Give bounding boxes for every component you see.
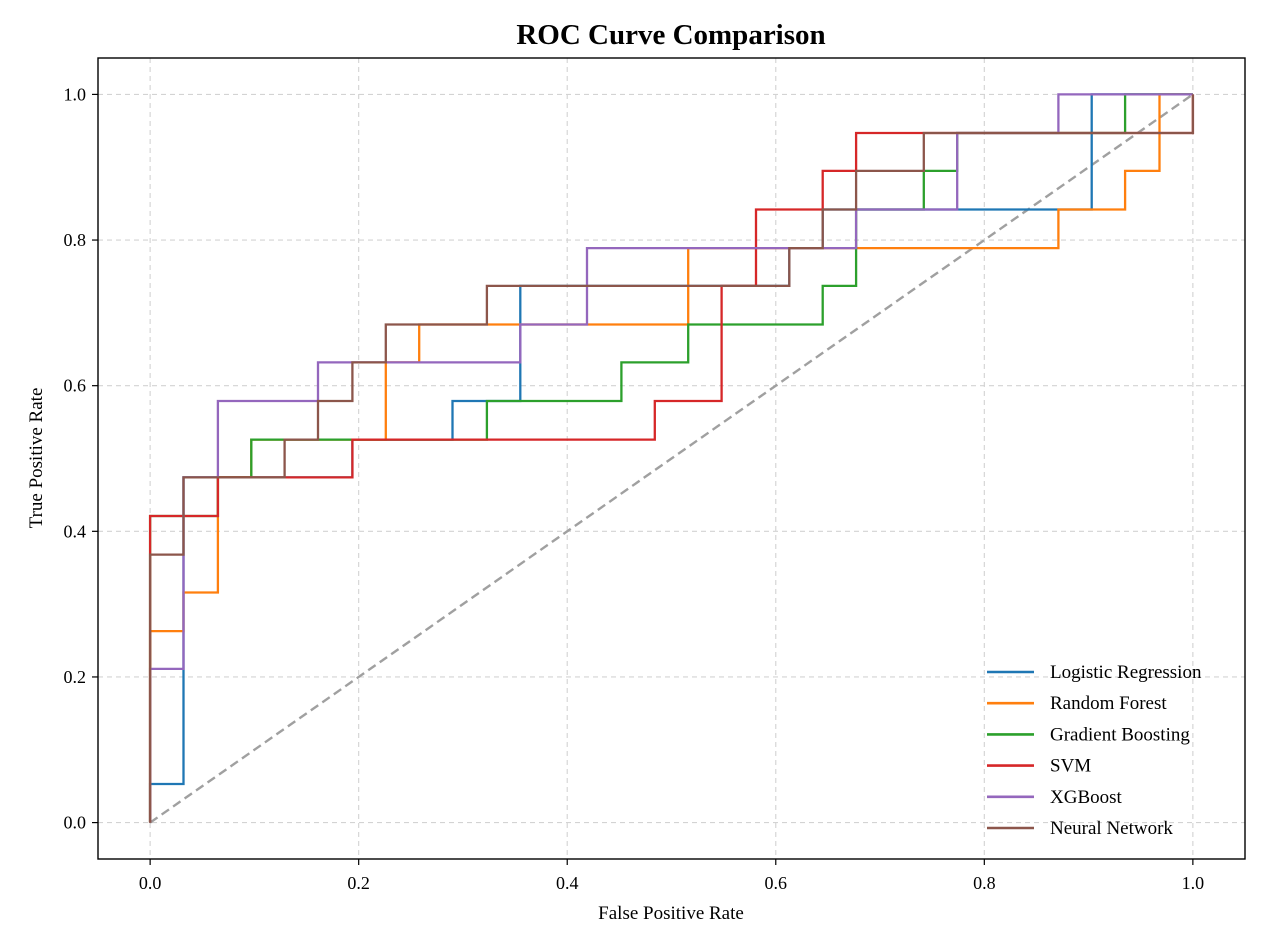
x-axis-label: False Positive Rate [598,903,744,924]
y-tick-label: 0.0 [64,813,87,833]
x-tick-label: 1.0 [1182,873,1205,893]
legend-label: Gradient Boosting [1050,724,1190,745]
grid [98,58,1245,859]
plot-frame [97,57,1246,860]
y-axis-ticks: 0.0 0.2 0.4 0.6 0.8 1.0 [64,84,98,833]
legend-label: Random Forest [1050,693,1167,714]
series-line-neural-network [148,94,1195,823]
y-tick-label: 0.2 [64,667,87,687]
legend-item: Neural Network [987,818,1173,839]
legend-item: XGBoost [987,787,1123,808]
legend-item: SVM [987,756,1091,777]
y-axis-label: True Positive Rate [26,388,47,529]
x-tick-label: 0.2 [347,873,370,893]
legend-label: SVM [1050,756,1091,777]
legend-item: Gradient Boosting [987,724,1190,745]
x-tick-label: 0.8 [973,873,996,893]
reference-line-layer [149,93,1194,824]
legend-label: Neural Network [1050,818,1173,839]
x-tick-label: 0.6 [765,873,788,893]
legend-label: XGBoost [1050,787,1123,808]
y-tick-label: 1.0 [64,84,87,104]
y-tick-label: 0.6 [64,376,87,396]
y-tick-label: 0.8 [64,230,87,250]
reference-diagonal-line [149,93,1194,824]
x-axis-ticks: 0.0 0.2 0.4 0.6 0.8 1.0 [139,859,1204,893]
y-tick-label: 0.4 [64,521,87,541]
legend: Logistic Regression Random Forest Gradient… [987,662,1202,839]
x-tick-label: 0.0 [139,873,162,893]
series-layer [148,93,1195,823]
x-tick-label: 0.4 [556,873,579,893]
legend-item: Logistic Regression [987,662,1202,683]
legend-item: Random Forest [987,693,1167,714]
chart-title: ROC Curve Comparison [516,19,825,51]
legend-label: Logistic Regression [1050,662,1202,683]
series-line-svm [148,94,1195,823]
